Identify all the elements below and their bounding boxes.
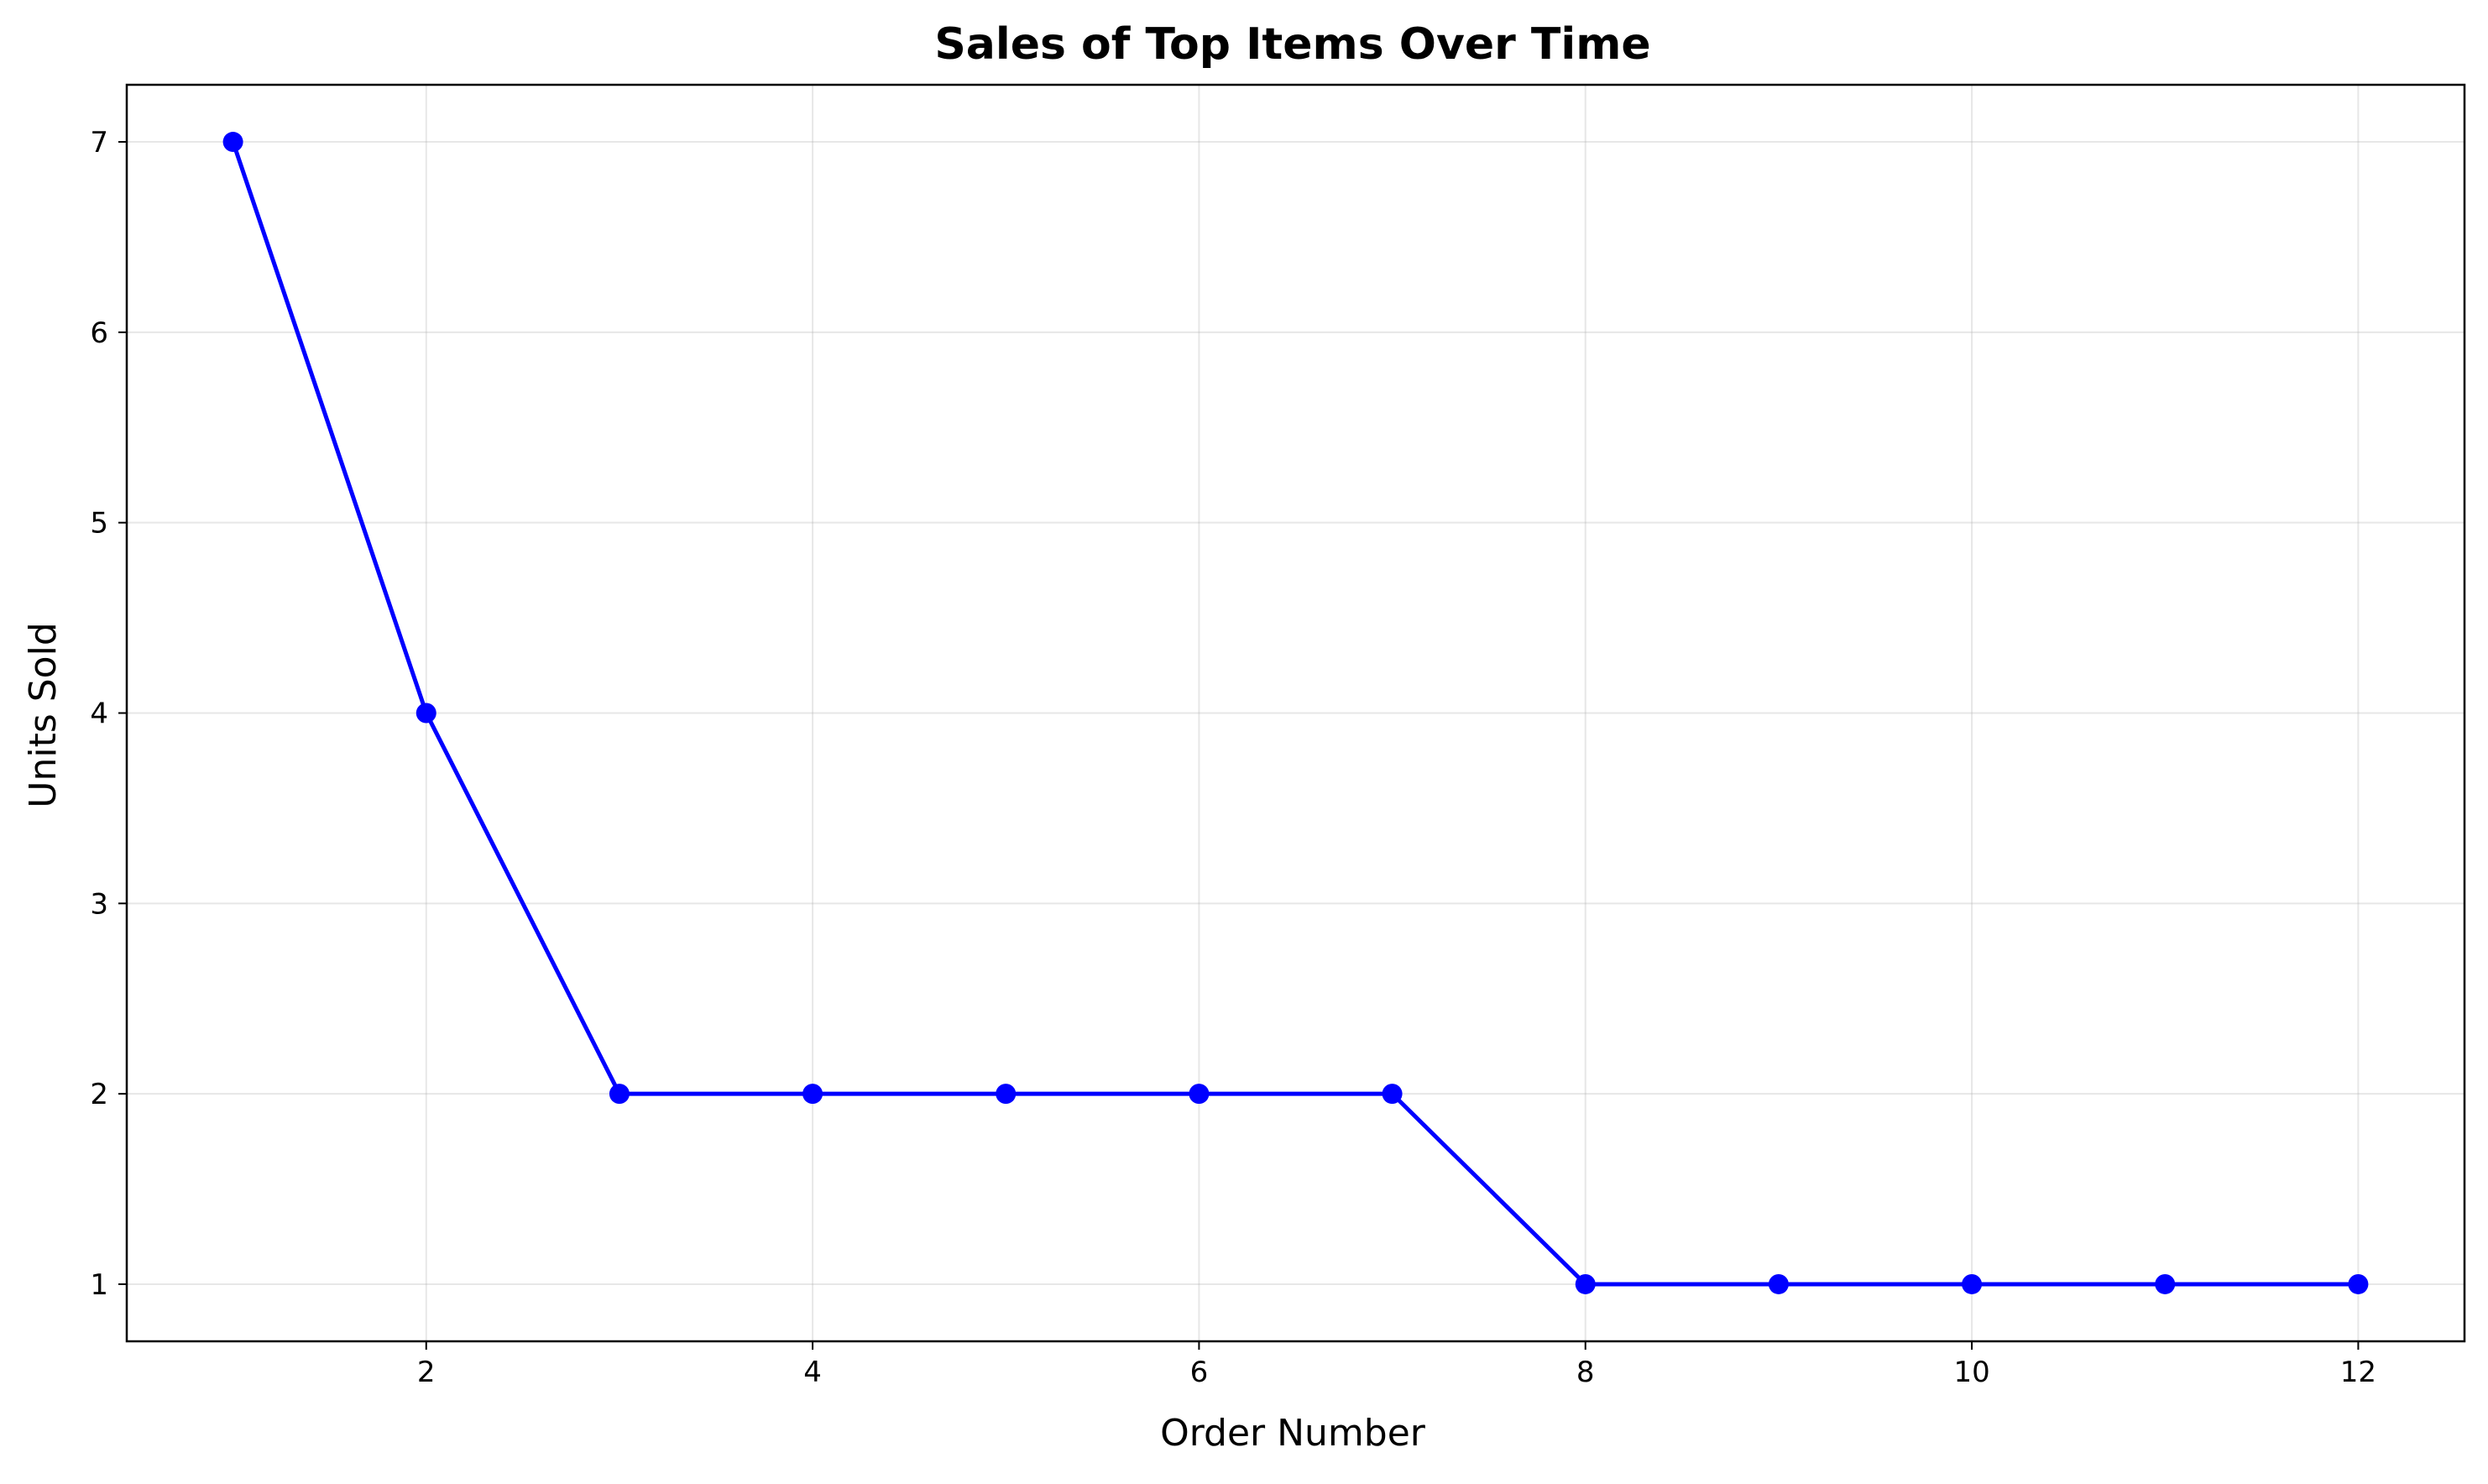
- data-point: [802, 1084, 823, 1105]
- y-tick-label: 5: [90, 507, 108, 541]
- y-tick-label: 4: [90, 698, 108, 731]
- x-tick-label: 6: [1190, 1356, 1209, 1389]
- y-axis-label: Units Sold: [22, 622, 65, 807]
- data-point: [416, 703, 436, 724]
- y-tick-label: 2: [90, 1078, 108, 1111]
- data-point: [996, 1084, 1017, 1105]
- data-point: [2155, 1273, 2176, 1294]
- data-point: [1575, 1273, 1596, 1294]
- y-tick-label: 7: [90, 126, 108, 159]
- series-line: [231, 139, 2360, 1287]
- y-tick-label: 1: [90, 1268, 108, 1302]
- grid: [127, 85, 2464, 1341]
- data-point: [222, 132, 243, 153]
- y-tick-label: 3: [90, 887, 108, 921]
- x-tick-label: 10: [1953, 1356, 1989, 1389]
- y-tick-label: 6: [90, 316, 108, 350]
- x-tick-label: 4: [803, 1356, 822, 1389]
- chart-title: Sales of Top Items Over Time: [934, 19, 1650, 70]
- data-point: [1962, 1273, 1983, 1294]
- data-point: [1768, 1273, 1789, 1294]
- data-point: [2348, 1273, 2369, 1294]
- series-layer: [222, 132, 2369, 1294]
- x-tick-label: 8: [1576, 1356, 1595, 1389]
- data-point: [609, 1084, 630, 1105]
- data-point: [1189, 1084, 1210, 1105]
- x-tick-label: 2: [417, 1356, 436, 1389]
- x-axis-label: Order Number: [1160, 1412, 1426, 1455]
- x-tick-label: 12: [2340, 1356, 2376, 1389]
- data-point: [1382, 1084, 1403, 1105]
